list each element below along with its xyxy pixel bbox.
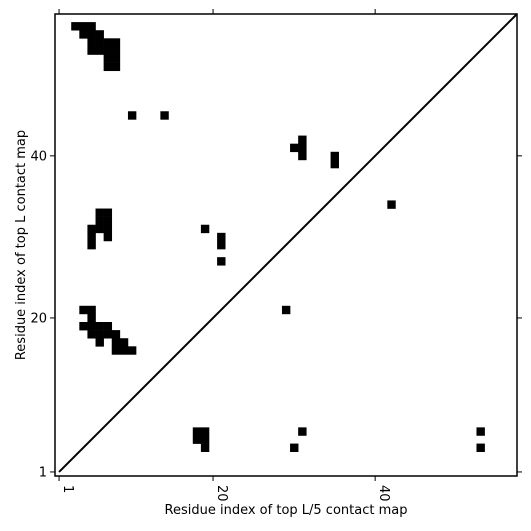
contact-cell-top-l bbox=[103, 54, 113, 63]
contact-cell-top-l5 bbox=[476, 427, 485, 436]
y-tick-label: 20 bbox=[30, 311, 47, 326]
contact-cell-top-l bbox=[119, 338, 129, 347]
contact-cell-top-l bbox=[95, 38, 104, 47]
contact-cell-top-l bbox=[103, 208, 113, 217]
contact-cell-top-l bbox=[111, 338, 121, 347]
contact-cell-top-l bbox=[87, 224, 96, 234]
contact-cell-top-l bbox=[95, 338, 104, 347]
contact-cell-top-l bbox=[330, 159, 339, 169]
contact-cell-top-l5 bbox=[192, 435, 202, 444]
contact-cell-top-l bbox=[298, 151, 307, 161]
contact-cell-top-l bbox=[71, 22, 80, 31]
contact-cell-top-l bbox=[95, 330, 104, 339]
contact-cell-top-l bbox=[217, 232, 226, 242]
contact-cell-top-l bbox=[87, 22, 96, 31]
y-tick-label: 40 bbox=[30, 149, 47, 164]
contact-cell-top-l bbox=[95, 46, 104, 55]
contact-cell-top-l bbox=[103, 46, 113, 55]
contact-cell-top-l5 bbox=[192, 427, 202, 436]
contact-cell-top-l bbox=[95, 224, 104, 234]
contact-cell-top-l bbox=[95, 30, 104, 39]
contact-cell-top-l bbox=[103, 330, 113, 339]
contact-cell-top-l bbox=[217, 240, 226, 250]
contact-cell-top-l bbox=[103, 322, 113, 331]
y-axis-label: Residue index of top L contact map bbox=[14, 130, 29, 360]
contact-cell-top-l bbox=[127, 111, 137, 120]
contact-cell-top-l bbox=[87, 330, 96, 339]
contact-cell-top-l bbox=[103, 224, 113, 234]
contact-cell-top-l bbox=[103, 232, 113, 242]
axis-ticks: 1 20 40 1 20 40 bbox=[30, 9, 522, 502]
contact-cell-top-l bbox=[111, 346, 121, 355]
contact-cell-top-l bbox=[87, 46, 96, 55]
contact-cell-top-l bbox=[79, 322, 88, 331]
contact-cell-top-l bbox=[87, 240, 96, 250]
contact-cell-top-l bbox=[79, 30, 88, 39]
contact-cell-top-l bbox=[103, 38, 113, 47]
contact-cell-top-l5 bbox=[200, 435, 210, 444]
contact-cell-top-l bbox=[119, 346, 129, 355]
plot-frame bbox=[54, 13, 518, 477]
contact-cell-top-l bbox=[111, 38, 121, 47]
contact-cell-top-l bbox=[87, 322, 96, 331]
contact-cell-top-l bbox=[281, 305, 291, 315]
contact-cells bbox=[71, 22, 485, 452]
contact-cell-top-l bbox=[87, 313, 96, 323]
contact-cell-top-l bbox=[103, 216, 113, 226]
contact-cell-top-l bbox=[127, 346, 137, 355]
contact-cell-top-l bbox=[87, 38, 96, 47]
contact-cell-top-l bbox=[200, 224, 210, 234]
contact-cell-top-l bbox=[111, 62, 121, 72]
contact-cell-top-l bbox=[111, 54, 121, 63]
contact-cell-top-l5 bbox=[290, 443, 299, 452]
contact-cell-top-l bbox=[387, 200, 396, 209]
contact-cell-top-l bbox=[290, 143, 299, 153]
contact-cell-top-l bbox=[87, 30, 96, 39]
contact-cell-top-l bbox=[298, 135, 307, 144]
contact-cell-top-l bbox=[217, 257, 226, 266]
contact-cell-top-l5 bbox=[298, 427, 307, 436]
contact-cell-top-l bbox=[330, 151, 339, 161]
contact-cell-top-l bbox=[160, 111, 169, 120]
x-tick-label: 20 bbox=[214, 485, 229, 502]
contact-cell-top-l5 bbox=[476, 443, 485, 452]
contact-cell-top-l5 bbox=[200, 443, 210, 452]
contact-cell-top-l bbox=[79, 305, 88, 315]
contact-cell-top-l bbox=[111, 46, 121, 55]
contact-cell-top-l bbox=[87, 232, 96, 242]
contact-cell-top-l bbox=[95, 208, 104, 217]
contact-cell-top-l bbox=[298, 143, 307, 153]
contact-cell-top-l5 bbox=[200, 427, 210, 436]
diagonal-line bbox=[58, 13, 518, 473]
contact-cell-top-l bbox=[87, 305, 96, 315]
contact-cell-top-l bbox=[79, 22, 88, 31]
y-tick-label: 1 bbox=[39, 465, 47, 480]
x-tick-label: 1 bbox=[60, 485, 75, 493]
x-tick-label: 40 bbox=[376, 485, 391, 502]
x-axis-label: Residue index of top L/5 contact map bbox=[165, 503, 408, 518]
contact-cell-top-l bbox=[95, 322, 104, 331]
contact-cell-top-l bbox=[111, 330, 121, 339]
contact-cell-top-l bbox=[95, 216, 104, 226]
contact-cell-top-l bbox=[103, 62, 113, 72]
